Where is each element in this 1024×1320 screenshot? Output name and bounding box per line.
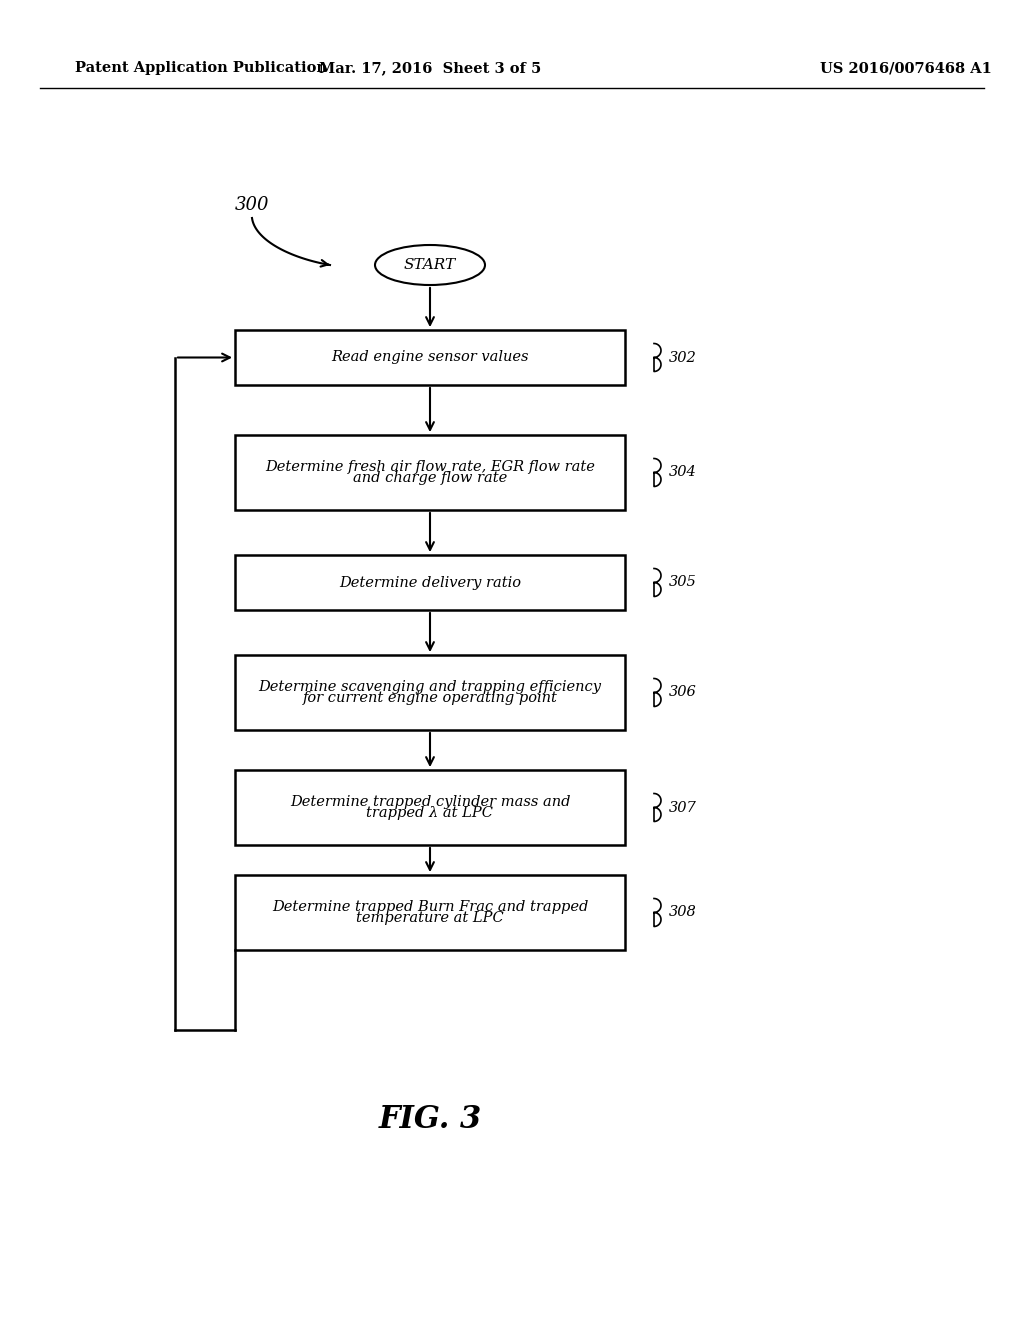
Text: Determine fresh air flow rate, EGR flow rate: Determine fresh air flow rate, EGR flow … [265,459,595,474]
Text: 300: 300 [234,195,269,214]
Text: 307: 307 [669,800,696,814]
Text: and charge flow rate: and charge flow rate [353,471,507,484]
Text: 302: 302 [669,351,696,364]
Text: Mar. 17, 2016  Sheet 3 of 5: Mar. 17, 2016 Sheet 3 of 5 [318,61,541,75]
Text: Determine trapped Burn Frac and trapped: Determine trapped Burn Frac and trapped [271,900,588,913]
Text: trapped λ at LPC: trapped λ at LPC [367,807,494,820]
Text: 305: 305 [669,576,696,590]
Text: Determine trapped cylinder mass and: Determine trapped cylinder mass and [290,795,570,809]
Text: Patent Application Publication: Patent Application Publication [75,61,327,75]
Text: START: START [403,257,456,272]
Text: Read engine sensor values: Read engine sensor values [331,351,528,364]
Text: US 2016/0076468 A1: US 2016/0076468 A1 [820,61,992,75]
Text: 304: 304 [669,466,696,479]
Text: for current engine operating point: for current engine operating point [302,690,557,705]
Text: FIG. 3: FIG. 3 [379,1105,481,1135]
Text: temperature at LPC: temperature at LPC [356,911,504,925]
Text: 306: 306 [669,685,696,700]
Text: Determine scavenging and trapping efficiency: Determine scavenging and trapping effici… [258,680,601,694]
Text: 308: 308 [669,906,696,920]
Text: Determine delivery ratio: Determine delivery ratio [339,576,521,590]
